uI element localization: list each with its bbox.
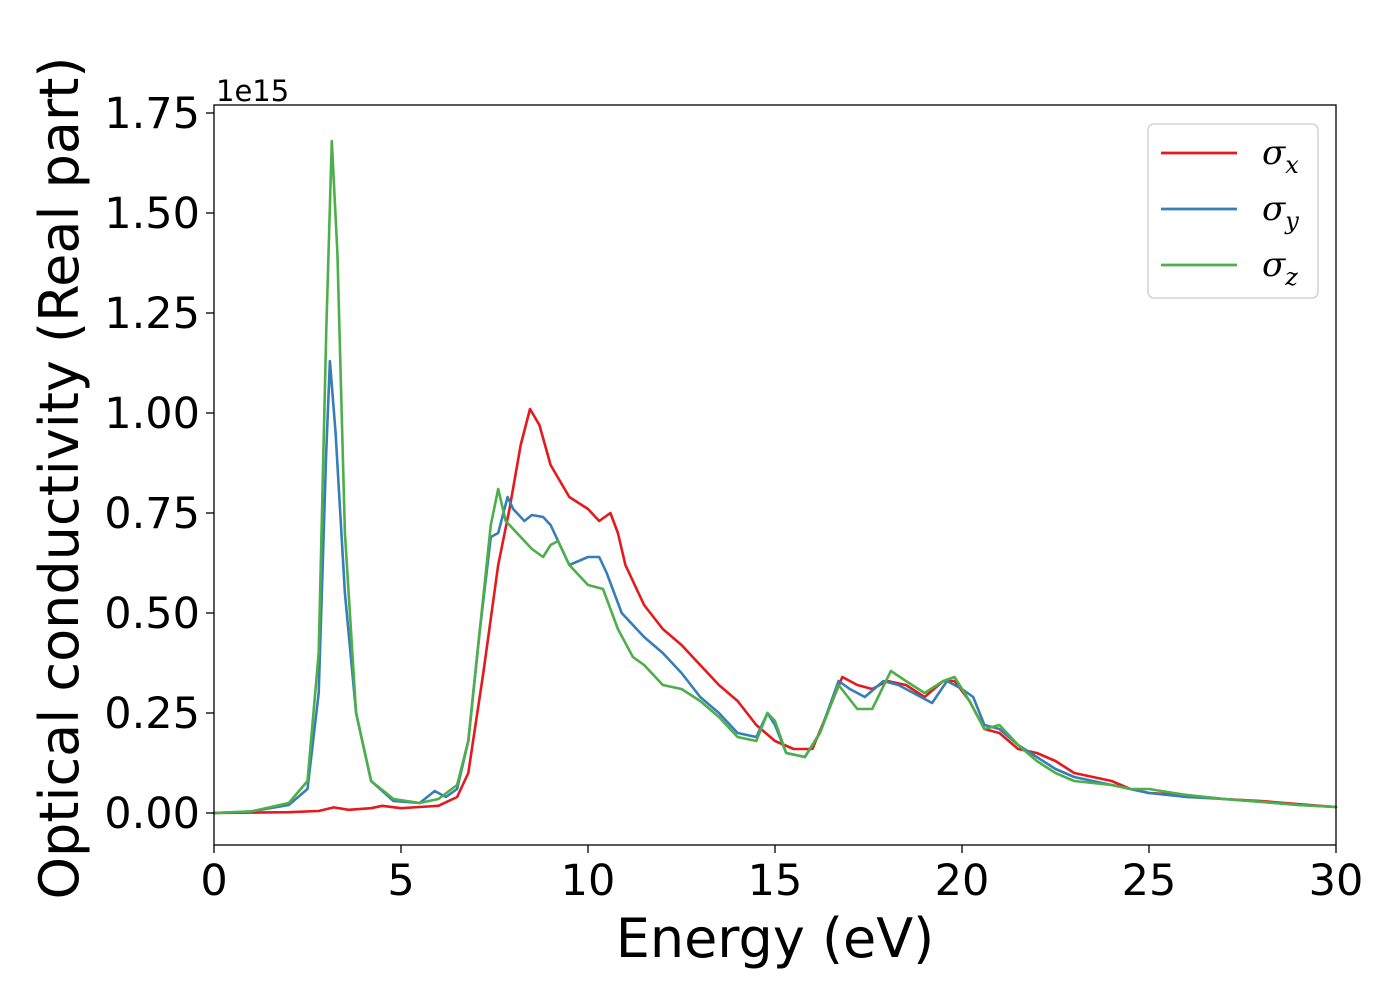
x-tick-label: 10 xyxy=(561,856,616,906)
legend-box xyxy=(1147,123,1319,299)
series-line-y xyxy=(212,359,1338,815)
y-tick-label: 1.00 xyxy=(104,389,200,439)
x-tick-label: 30 xyxy=(1309,856,1364,906)
y-tick-label: 1.50 xyxy=(104,189,200,239)
series-line-x xyxy=(212,407,1338,815)
y-axis-ticks: 0.00 0.25 0.50 0.75 1.00 1.25 1.50 1.75 xyxy=(104,89,214,839)
y-axis-label: Optical conductivity (Real part) xyxy=(28,57,91,900)
y-tick-label: 0.75 xyxy=(104,489,200,539)
y-tick-label: 0.25 xyxy=(104,689,200,739)
x-tick-label: 5 xyxy=(387,856,414,906)
x-tick-label: 25 xyxy=(1122,856,1177,906)
series-line-z xyxy=(212,139,1338,815)
y-tick-label: 0.50 xyxy=(104,589,200,639)
y-axis-offset-label: 1e15 xyxy=(216,74,289,108)
x-tick-label: 0 xyxy=(200,856,227,906)
legend-label-x: σx xyxy=(1262,133,1299,179)
x-tick-label: 20 xyxy=(935,856,990,906)
legend: σx σy σz xyxy=(1147,123,1319,299)
legend-label-z: σz xyxy=(1262,245,1298,291)
x-axis-label: Energy (eV) xyxy=(616,907,935,970)
legend-label-y: σy xyxy=(1262,189,1299,235)
y-tick-label: 0.00 xyxy=(104,789,200,839)
x-axis-ticks: 0 5 10 15 20 25 30 xyxy=(200,845,1363,906)
x-tick-label: 15 xyxy=(748,856,803,906)
y-tick-label: 1.75 xyxy=(104,89,200,139)
y-tick-label: 1.25 xyxy=(104,289,200,339)
series-layer xyxy=(212,139,1338,815)
